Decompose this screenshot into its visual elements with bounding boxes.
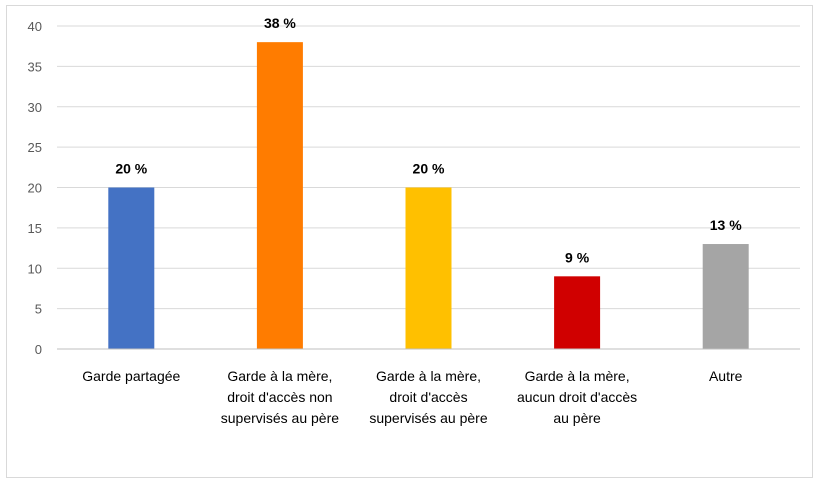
bar [256,42,303,350]
category-label-line: Garde partagée [82,368,180,384]
category-label: Autre [709,368,743,384]
y-tick-label: 40 [28,19,42,34]
category-label: Garde à la mère, droit d'accès non supervi… [221,368,340,426]
category-label-line: Garde à la mère, [227,368,332,384]
category-label-line: Garde à la mère, [525,368,630,384]
category-label-line: droit d'accès non [227,389,332,405]
y-tick-label: 0 [35,342,42,357]
bar [108,187,155,349]
category-label-line: Garde à la mère, [376,368,481,384]
category-label: Garde à la mère, aucun droit d'accès au pè… [517,368,637,426]
y-tick-label: 35 [28,59,42,74]
data-label: 20 % [413,161,445,177]
data-label: 38 % [264,15,296,31]
bar [554,276,601,349]
category-label-line: supervisés au père [369,410,488,426]
category-label-line: au père [553,410,601,426]
category-label-line: droit d'accès [389,389,467,405]
y-tick-label: 25 [28,140,42,155]
category-label-line: aucun droit d'accès [517,389,637,405]
y-tick-label: 5 [35,302,42,317]
data-label: 20 % [115,161,147,177]
category-label-line: supervisés au père [221,410,340,426]
bar [405,187,452,349]
category-label-line: Autre [709,368,743,384]
y-tick-label: 20 [28,181,42,196]
y-tick-label: 30 [28,100,42,115]
bar [702,244,749,349]
data-label: 9 % [565,249,590,265]
y-tick-label: 15 [28,221,42,236]
data-label: 13 % [710,217,742,233]
category-label: Garde à la mère, droit d'accès supervisés … [369,368,488,426]
category-label: Garde partagée [82,368,180,384]
y-tick-label: 10 [28,261,42,276]
